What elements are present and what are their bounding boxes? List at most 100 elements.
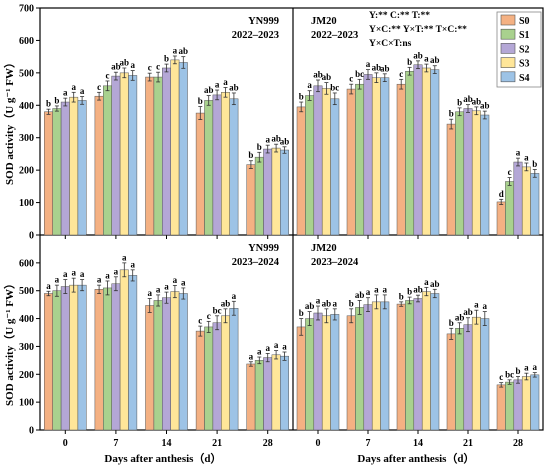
panel-title-cultivar-bottom-left: YN999 bbox=[248, 243, 279, 254]
y-tick-label: 0 bbox=[29, 231, 34, 242]
bar-s3 bbox=[170, 59, 180, 236]
bar-s1 bbox=[305, 318, 315, 431]
bar-s3 bbox=[521, 166, 531, 236]
significance-letter: ab bbox=[372, 62, 382, 72]
y-tick-label: 700 bbox=[19, 4, 34, 15]
y-tick-label: 0 bbox=[29, 426, 34, 437]
bar-s1 bbox=[505, 381, 515, 431]
significance-letter: a bbox=[156, 284, 161, 294]
bar-s2 bbox=[60, 286, 70, 431]
anova-line-1: Y:** C:** T:** bbox=[369, 11, 430, 21]
bar-s2 bbox=[413, 298, 423, 431]
significance-letter: a bbox=[223, 77, 228, 87]
significance-letter: b bbox=[407, 287, 412, 297]
significance-letter: b bbox=[407, 57, 412, 67]
significance-letter: c bbox=[106, 70, 110, 80]
y-tick-label: 500 bbox=[19, 286, 34, 297]
significance-letter: ab bbox=[413, 285, 423, 295]
significance-letter: a bbox=[333, 298, 338, 308]
bar-s1 bbox=[52, 108, 62, 236]
bar-s2 bbox=[513, 161, 523, 236]
significance-letter: a bbox=[249, 351, 254, 361]
bar-s4 bbox=[280, 149, 289, 236]
bar-s3 bbox=[321, 88, 331, 236]
x-tick-label: 21 bbox=[212, 438, 222, 449]
significance-letter: c bbox=[156, 62, 160, 72]
panel-title-season-bottom-right: 2023–2024 bbox=[311, 257, 359, 268]
y-axis-label-bottom: SOD activity（U g⁻¹ FW） bbox=[3, 278, 16, 406]
panel-title-cultivar-bottom-right: JM20 bbox=[311, 243, 337, 254]
bar-s3 bbox=[221, 92, 230, 236]
significance-letter: ab bbox=[120, 57, 130, 67]
bar-s0 bbox=[296, 326, 306, 431]
bar-s4 bbox=[480, 114, 490, 236]
significance-letter: c bbox=[399, 69, 403, 79]
significance-letter: a bbox=[265, 343, 270, 353]
significance-letter: ab bbox=[280, 136, 290, 146]
legend-label-s1: S1 bbox=[519, 30, 530, 41]
bar-s2 bbox=[212, 322, 222, 431]
significance-letter: a bbox=[424, 54, 429, 64]
significance-letter: a bbox=[173, 275, 178, 285]
bar-s2 bbox=[111, 75, 121, 236]
bar-s2 bbox=[313, 85, 323, 236]
bar-s3 bbox=[371, 301, 381, 431]
bar-s0 bbox=[195, 330, 205, 431]
bar-s2 bbox=[60, 101, 70, 236]
y-tick-label: 300 bbox=[19, 133, 34, 144]
anova-line-2: Y×C:** Y×T:** T×C:** bbox=[369, 25, 467, 35]
significance-letter: ab bbox=[413, 50, 423, 60]
significance-letter: a bbox=[97, 275, 102, 285]
bar-s0 bbox=[195, 112, 205, 236]
bar-s0 bbox=[145, 305, 155, 431]
bar-s4 bbox=[229, 308, 239, 431]
significance-letter: c bbox=[499, 372, 503, 382]
significance-letter: ab bbox=[455, 312, 465, 322]
bar-s4 bbox=[77, 100, 87, 236]
bar-s2 bbox=[413, 64, 423, 236]
significance-letter: a bbox=[122, 252, 127, 262]
significance-letter: ab bbox=[305, 301, 315, 311]
significance-letter: a bbox=[147, 288, 152, 298]
bar-s0 bbox=[246, 363, 256, 431]
bar-s0 bbox=[496, 201, 506, 236]
significance-letter: ab bbox=[204, 85, 214, 95]
y-tick-label: 300 bbox=[19, 342, 34, 353]
significance-letter: ab bbox=[179, 46, 189, 56]
legend-swatch-s2 bbox=[500, 43, 516, 54]
bar-s2 bbox=[313, 312, 323, 431]
y-axis-label-top: SOD activity（U g⁻¹ FW） bbox=[3, 57, 16, 185]
bar-s3 bbox=[221, 315, 230, 431]
bar-s2 bbox=[513, 379, 523, 431]
significance-letter: a bbox=[130, 259, 135, 269]
bar-s4 bbox=[430, 69, 440, 236]
bar-s4 bbox=[178, 62, 188, 236]
significance-letter: a bbox=[80, 269, 85, 279]
significance-letter: a bbox=[257, 347, 262, 357]
bar-s2 bbox=[463, 108, 473, 236]
bar-s3 bbox=[371, 77, 381, 236]
bar-s4 bbox=[128, 75, 138, 236]
y-tick-label: 500 bbox=[19, 68, 34, 79]
bar-s0 bbox=[446, 333, 456, 431]
significance-letter: c bbox=[148, 63, 152, 73]
bar-s3 bbox=[271, 354, 281, 431]
x-tick-label: 28 bbox=[263, 438, 273, 449]
bar-s3 bbox=[69, 96, 79, 236]
significance-letter: bc bbox=[505, 369, 514, 379]
bar-s4 bbox=[178, 293, 188, 431]
legend-swatch-s3 bbox=[500, 57, 516, 68]
bar-s3 bbox=[421, 67, 431, 236]
bar-s1 bbox=[405, 70, 415, 236]
significance-letter: ab bbox=[480, 101, 490, 111]
bar-s0 bbox=[496, 384, 506, 431]
significance-letter: d bbox=[499, 189, 504, 199]
significance-letter: b bbox=[299, 308, 304, 318]
significance-letter: b bbox=[532, 159, 537, 169]
significance-letter: ab bbox=[355, 290, 365, 300]
bar-s1 bbox=[153, 300, 163, 431]
significance-letter: a bbox=[71, 82, 76, 92]
significance-letter: a bbox=[63, 269, 68, 279]
x-tick-label: 7 bbox=[113, 438, 118, 449]
